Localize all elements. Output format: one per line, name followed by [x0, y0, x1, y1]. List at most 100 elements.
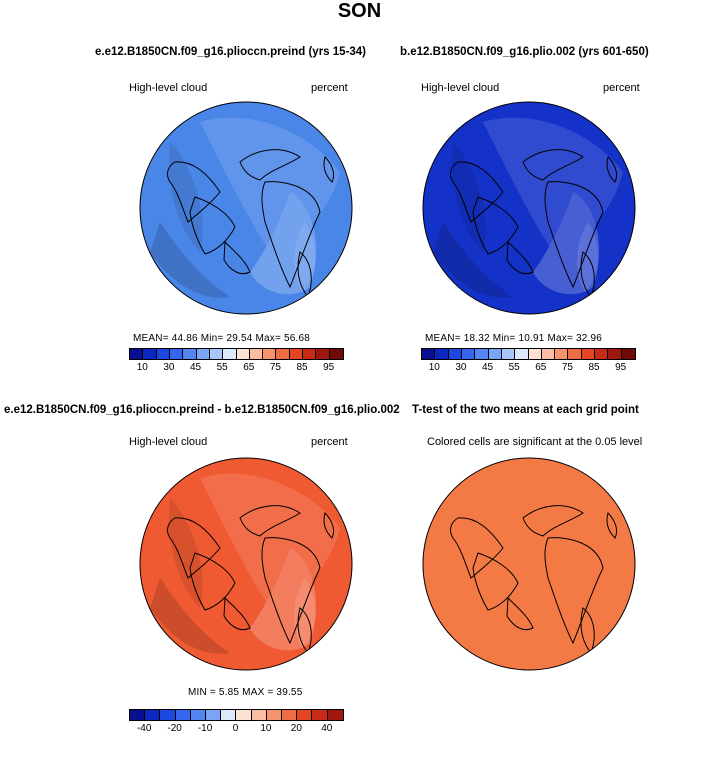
colorbar-cell	[130, 349, 144, 359]
panel4-subtitle: Colored cells are significant at the 0.0…	[427, 436, 643, 448]
globe-fill-group	[140, 458, 352, 670]
coastline	[261, 537, 321, 645]
colorbar-cell	[209, 349, 224, 359]
colorbar-cell	[289, 349, 304, 359]
colorbar-tick-label: -40	[136, 723, 152, 734]
coastline	[606, 512, 618, 539]
globe-border	[422, 101, 636, 315]
coastline	[323, 512, 335, 539]
colorbar-cell	[448, 349, 462, 359]
colorbar-tick-label: 85	[296, 362, 308, 373]
coastline	[544, 181, 604, 289]
colorbar-cell	[145, 710, 161, 720]
coastline	[323, 156, 335, 183]
globe-border	[422, 457, 636, 671]
colorbar-cell	[515, 349, 529, 359]
colorbar-tick-label: 10	[260, 723, 272, 734]
coastline	[189, 196, 236, 255]
coastline	[223, 240, 251, 275]
colorbar-cell	[236, 349, 250, 359]
colorbar-cell	[221, 710, 237, 720]
colorbar-tick-label: 65	[535, 362, 547, 373]
colorbar-cell	[297, 710, 313, 720]
coastline	[167, 517, 221, 579]
contour-region	[150, 222, 230, 298]
coastline	[223, 596, 251, 631]
panel2-polar-map	[422, 101, 636, 315]
panel2-title: b.e12.B1850CN.f09_g16.plio.002 (yrs 601-…	[400, 46, 649, 58]
colorbar-cell	[190, 710, 207, 720]
colorbar-cell	[282, 710, 298, 720]
coastline	[261, 181, 321, 289]
colorbar-cell	[329, 349, 343, 359]
colorbar-cell	[488, 349, 502, 359]
colorbar-cell	[160, 710, 176, 720]
coastline	[544, 537, 604, 645]
colorbar-cell	[196, 349, 210, 359]
coastline	[472, 196, 519, 255]
coastline	[522, 505, 584, 537]
coastline	[189, 552, 236, 611]
colorbar-tick-label: 75	[269, 362, 281, 373]
coastline	[506, 240, 534, 275]
coastline	[522, 149, 584, 181]
colorbar-tick-label: 65	[243, 362, 255, 373]
colorbar-tick-label: 55	[508, 362, 520, 373]
colorbar-cell	[156, 349, 170, 359]
colorbar-tick-label: 45	[190, 362, 202, 373]
colorbar-cell	[251, 710, 267, 720]
contour-region	[433, 222, 513, 298]
panel1-stats: MEAN= 44.86 Min= 29.54 Max= 56.68	[133, 333, 310, 344]
panel1-title: e.e12.B1850CN.f09_g16.plioccn.preind (yr…	[95, 46, 367, 58]
colorbar-cell	[312, 710, 328, 720]
panel1-polar-map	[139, 101, 353, 315]
panel2-variable-label: High-level cloud	[421, 82, 500, 94]
contour-region	[452, 142, 486, 252]
panel3-units-label: percent	[311, 436, 348, 448]
colorbar-tick-label: 0	[232, 723, 239, 734]
panel3-polar-map	[139, 457, 353, 671]
colorbar-tick-label: 10	[428, 362, 440, 373]
colorbar-tick-label: 10	[136, 362, 148, 373]
contour-region	[169, 498, 203, 608]
colorbar-cell	[541, 349, 556, 359]
colorbar-tick-label: 75	[561, 362, 573, 373]
page-title: SON	[337, 0, 382, 22]
panel1-units-label: percent	[311, 82, 348, 94]
panel3-stats: MIN = 5.85 MAX = 39.55	[188, 687, 303, 698]
colorbar-cell	[249, 349, 264, 359]
panel4-title: T-test of the two means at each grid poi…	[412, 404, 639, 416]
colorbar-cell	[608, 349, 622, 359]
colorbar-cell	[581, 349, 596, 359]
coastline	[167, 161, 221, 223]
coastline	[506, 596, 534, 631]
coastline	[606, 156, 618, 183]
colorbar-tick-label: 20	[290, 723, 302, 734]
colorbar-cell	[183, 349, 197, 359]
colorbar-cell	[555, 349, 569, 359]
panel1-colorbar	[129, 348, 344, 360]
colorbar-cell	[316, 349, 330, 359]
panel2-colorbar	[421, 348, 636, 360]
coastline	[450, 517, 504, 579]
contour-region	[169, 142, 203, 252]
panel2-stats: MEAN= 18.32 Min= 10.91 Max= 32.96	[425, 333, 602, 344]
colorbar-cell	[263, 349, 277, 359]
colorbar-cell	[461, 349, 476, 359]
colorbar-tick-label: 55	[216, 362, 228, 373]
colorbar-cell	[175, 710, 191, 720]
colorbar-cell	[169, 349, 184, 359]
colorbar-tick-label: -10	[197, 723, 213, 734]
colorbar-cell	[501, 349, 516, 359]
globe-border	[139, 457, 353, 671]
colorbar-tick-label: 95	[615, 362, 627, 373]
colorbar-cell	[236, 710, 252, 720]
colorbar-cell	[475, 349, 489, 359]
colorbar-cell	[130, 710, 146, 720]
colorbar-tick-label: -20	[167, 723, 182, 734]
colorbar-cell	[568, 349, 582, 359]
contour-region	[150, 578, 230, 654]
globe-fill-group	[140, 102, 352, 314]
panel3-title: e.e12.B1850CN.f09_g16.plioccn.preind - b…	[4, 404, 400, 416]
coastline	[239, 505, 301, 537]
